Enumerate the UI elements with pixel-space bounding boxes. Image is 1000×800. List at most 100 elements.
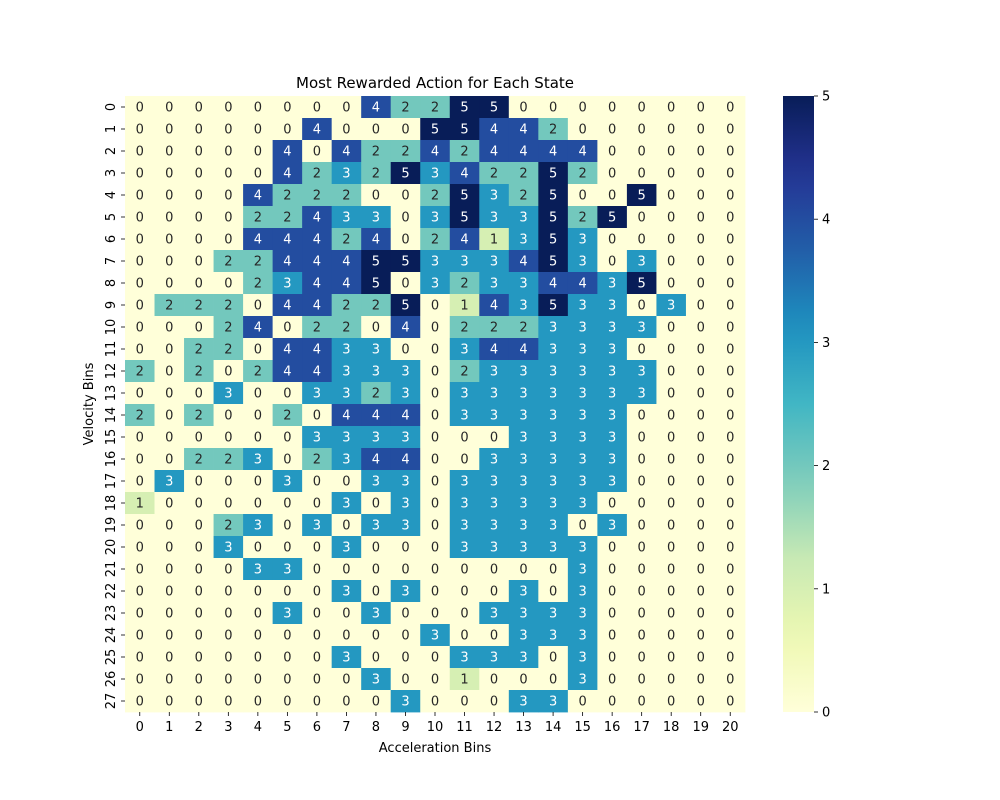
cell-value-label: 3 xyxy=(372,365,380,380)
cell-value-label: 3 xyxy=(283,563,291,578)
cell-value-label: 3 xyxy=(578,629,586,644)
cell-value-label: 0 xyxy=(372,563,380,578)
cell-value-label: 0 xyxy=(372,629,380,644)
cell-value-label: 4 xyxy=(254,321,262,336)
cell-value-label: 2 xyxy=(578,167,586,182)
heatmap-cell xyxy=(508,250,539,273)
cell-value-label: 2 xyxy=(490,321,498,336)
heatmap-cell xyxy=(685,294,716,317)
cell-value-label: 3 xyxy=(490,453,498,468)
cell-value-label: 4 xyxy=(372,233,380,248)
y-tick-label: 24 xyxy=(104,627,119,644)
heatmap-cell xyxy=(449,492,480,515)
cell-value-label: 3 xyxy=(578,475,586,490)
cell-value-label: 3 xyxy=(578,497,586,512)
cell-value-label: 0 xyxy=(490,673,498,688)
cell-value-label: 0 xyxy=(667,255,675,270)
cell-value-label: 4 xyxy=(283,167,291,182)
heatmap-cell xyxy=(213,426,244,449)
heatmap-cell xyxy=(390,360,421,383)
cell-value-label: 0 xyxy=(697,607,705,622)
heatmap-cell xyxy=(184,272,214,295)
heatmap-cell xyxy=(125,184,155,207)
y-tick-label: 1 xyxy=(104,125,119,133)
heatmap-cell xyxy=(420,602,451,625)
cell-value-label: 0 xyxy=(165,497,173,512)
cell-value-label: 0 xyxy=(697,167,705,182)
heatmap-cell xyxy=(656,118,687,141)
heatmap-cell xyxy=(685,360,716,383)
x-tick-label: 10 xyxy=(427,720,444,735)
cell-value-label: 3 xyxy=(342,343,350,358)
heatmap-cell xyxy=(597,140,628,163)
cell-value-label: 2 xyxy=(224,255,232,270)
cell-value-label: 0 xyxy=(490,585,498,600)
cell-value-label: 2 xyxy=(136,409,144,424)
heatmap-cell xyxy=(449,206,480,229)
cell-value-label: 0 xyxy=(608,167,616,182)
y-tick-label: 25 xyxy=(104,649,119,666)
cell-value-label: 4 xyxy=(313,299,321,314)
heatmap-cell xyxy=(626,250,657,273)
cell-value-label: 0 xyxy=(431,497,439,512)
heatmap-cell xyxy=(656,206,687,229)
cell-value-label: 0 xyxy=(697,255,705,270)
x-tick-label: 14 xyxy=(545,720,562,735)
heatmap-cell xyxy=(538,646,569,669)
cell-value-label: 0 xyxy=(254,387,262,402)
cell-value-label: 3 xyxy=(638,321,646,336)
x-tick-label: 8 xyxy=(372,720,380,735)
cell-value-label: 2 xyxy=(372,167,380,182)
cell-value-label: 0 xyxy=(460,607,468,622)
cell-value-label: 0 xyxy=(195,563,203,578)
heatmap-cell xyxy=(449,250,480,273)
x-tick-label: 1 xyxy=(165,720,173,735)
cell-value-label: 0 xyxy=(697,189,705,204)
y-tick-label: 6 xyxy=(104,235,119,243)
heatmap-cell xyxy=(449,514,480,537)
cell-value-label: 5 xyxy=(549,167,557,182)
cell-value-label: 3 xyxy=(490,409,498,424)
x-tick-label: 11 xyxy=(456,720,473,735)
heatmap-cell xyxy=(390,580,421,603)
cell-value-label: 0 xyxy=(224,607,232,622)
heatmap-cell xyxy=(449,624,480,647)
cell-value-label: 0 xyxy=(313,607,321,622)
cell-value-label: 1 xyxy=(136,497,144,512)
heatmap-cell xyxy=(685,426,716,449)
heatmap-cell xyxy=(449,558,480,581)
cell-value-label: 3 xyxy=(519,629,527,644)
cell-value-label: 0 xyxy=(726,321,734,336)
cell-value-label: 0 xyxy=(667,277,675,292)
cell-value-label: 0 xyxy=(608,255,616,270)
cell-value-label: 0 xyxy=(195,211,203,226)
cell-value-label: 2 xyxy=(519,167,527,182)
cell-value-label: 0 xyxy=(726,519,734,534)
cell-value-label: 0 xyxy=(549,673,557,688)
heatmap-cell xyxy=(508,272,539,295)
cell-value-label: 5 xyxy=(431,123,439,138)
cell-value-label: 0 xyxy=(726,541,734,556)
cell-value-label: 2 xyxy=(342,233,350,248)
heatmap-cell xyxy=(154,624,185,647)
heatmap-cell xyxy=(685,602,716,625)
cell-value-label: 5 xyxy=(549,255,557,270)
cell-value-label: 0 xyxy=(372,321,380,336)
heatmap-cell xyxy=(213,338,244,361)
heatmap-cell xyxy=(184,602,214,625)
heatmap-cell xyxy=(538,316,569,339)
heatmap-cell xyxy=(715,184,746,207)
cell-value-label: 3 xyxy=(549,431,557,446)
cell-value-label: 0 xyxy=(165,409,173,424)
cell-value-label: 0 xyxy=(165,541,173,556)
cell-value-label: 5 xyxy=(549,233,557,248)
heatmap-cell xyxy=(656,96,687,119)
heatmap-cell xyxy=(361,514,392,537)
heatmap-cell xyxy=(154,360,185,383)
heatmap-cell xyxy=(154,316,185,339)
heatmap-cell xyxy=(361,96,392,119)
heatmap-cell xyxy=(154,536,185,559)
heatmap-cell xyxy=(420,646,451,669)
cell-value-label: 0 xyxy=(726,343,734,358)
heatmap-cell xyxy=(272,316,303,339)
